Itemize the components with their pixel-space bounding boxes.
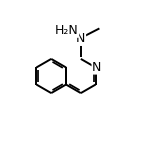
Text: H₂N: H₂N <box>55 24 79 37</box>
Text: N: N <box>92 61 102 74</box>
Text: N: N <box>76 32 86 45</box>
